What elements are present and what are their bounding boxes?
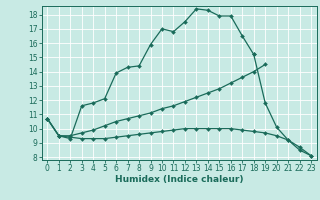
X-axis label: Humidex (Indice chaleur): Humidex (Indice chaleur): [115, 175, 244, 184]
